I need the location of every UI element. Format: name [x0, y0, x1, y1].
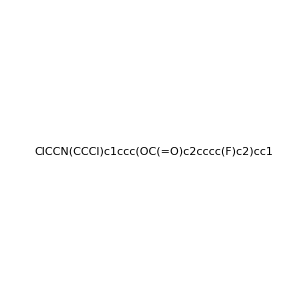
Text: ClCCN(CCCl)c1ccc(OC(=O)c2cccc(F)c2)cc1: ClCCN(CCCl)c1ccc(OC(=O)c2cccc(F)c2)cc1	[34, 146, 273, 157]
